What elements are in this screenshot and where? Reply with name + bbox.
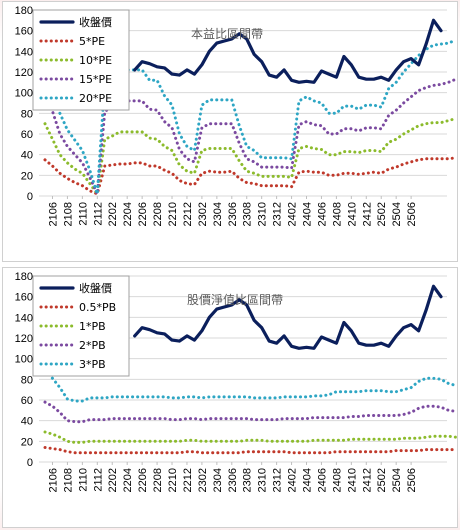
pe-band-chart-svg: 0 20 40 60 80 100 120 140 160 180 2106 2108 2110 2112… <box>15 5 458 226</box>
y-tick-label: 120 <box>15 67 33 79</box>
legend-label-0: 收盤價 <box>79 15 112 29</box>
x-tick-label: 2408 <box>331 202 343 226</box>
x-tick-label: 2204 <box>122 202 134 226</box>
x-tick-label: 2212 <box>182 468 194 492</box>
x-tick-label: 2312 <box>272 468 284 492</box>
x-tick-label: 2404 <box>302 468 314 492</box>
series-line-4 <box>43 369 458 403</box>
x-tick-label: 2206 <box>137 468 149 492</box>
x-tick-label: 2108 <box>62 202 74 226</box>
y-tick-label: 40 <box>21 150 33 162</box>
legend-label-1: 0.5*PB <box>79 301 116 314</box>
x-tick-label: 2306 <box>227 468 239 492</box>
y-tick-label: 140 <box>15 46 33 58</box>
legend-box <box>32 275 130 377</box>
x-tick-label: 2210 <box>167 468 179 492</box>
x-tick-label: 2202 <box>107 202 119 226</box>
x-tick-label: 2112 <box>92 202 104 226</box>
y-tick-label: 40 <box>21 416 33 428</box>
x-tick-label: 2406 <box>316 468 328 492</box>
x-tick-label: 2506 <box>406 202 418 226</box>
y-tick-label: 0 <box>27 191 33 203</box>
y-tick-label: 20 <box>21 436 33 448</box>
x-tick-label: 2202 <box>107 468 119 492</box>
x-tick-label: 2110 <box>77 468 89 492</box>
x-tick-label: 2506 <box>406 468 418 492</box>
x-tick-label: 2302 <box>197 202 209 226</box>
x-tick-label: 2210 <box>167 202 179 226</box>
pe-band-chart: 0 20 40 60 80 100 120 140 160 180 2106 2108 2110 2112… <box>2 1 458 262</box>
x-tick-label: 2404 <box>302 202 314 226</box>
x-tick-label: 2208 <box>152 468 164 492</box>
x-tick-label: 2504 <box>391 468 403 492</box>
x-tick-label: 2504 <box>391 202 403 226</box>
x-tick-label: 2308 <box>242 202 254 226</box>
legend-label-2: 10*PE <box>79 54 112 67</box>
x-tick-label: 2212 <box>182 202 194 226</box>
x-tick-label: 2406 <box>316 202 328 226</box>
legend-label-4: 20*PE <box>79 92 112 105</box>
series-line-3 <box>43 400 458 424</box>
y-tick-label: 160 <box>15 292 33 304</box>
chart-title: 股價淨值比區間帶 <box>187 292 283 307</box>
x-tick-label: 2206 <box>137 202 149 226</box>
x-tick-label: 2108 <box>62 468 74 492</box>
x-tick-label: 2410 <box>346 202 358 226</box>
y-tick-label: 60 <box>21 395 33 407</box>
legend-label-4: 3*PB <box>79 358 106 371</box>
y-tick-label: 0 <box>27 457 33 469</box>
y-tick-label: 80 <box>21 374 33 386</box>
legend-label-1: 5*PE <box>79 35 105 48</box>
x-tick-label: 2106 <box>47 468 59 492</box>
series-line-1 <box>43 156 458 196</box>
x-tick-label: 2304 <box>212 202 224 226</box>
pb-band-chart-svg: 0 20 40 60 80 100 120 140 160 180 2106 2108 2110 2112… <box>15 271 458 492</box>
y-tick-label: 160 <box>15 26 33 38</box>
y-tick-label: 20 <box>21 170 33 182</box>
legend-label-3: 2*PB <box>79 339 106 352</box>
pb-band-chart: 0 20 40 60 80 100 120 140 160 180 2106 2108 2110 2112… <box>2 267 458 528</box>
x-tick-label: 2402 <box>287 202 299 226</box>
x-tick-label: 2502 <box>376 202 388 226</box>
x-tick-label: 2306 <box>227 202 239 226</box>
x-tick-label: 2112 <box>92 468 104 492</box>
x-tick-label: 2408 <box>331 468 343 492</box>
x-tick-label: 2402 <box>287 468 299 492</box>
x-tick-label: 2310 <box>257 468 269 492</box>
legend-label-3: 15*PE <box>79 73 112 86</box>
y-tick-label: 180 <box>15 5 33 17</box>
legend-box <box>32 9 130 111</box>
x-tick-label: 2302 <box>197 468 209 492</box>
x-tick-label: 2106 <box>47 202 59 226</box>
x-tick-label: 2110 <box>77 202 89 226</box>
x-tick-label: 2312 <box>272 202 284 226</box>
y-tick-label: 100 <box>15 354 33 366</box>
legend-label-2: 1*PB <box>79 320 106 333</box>
x-tick-label: 2310 <box>257 202 269 226</box>
series-line-0 <box>133 284 443 350</box>
y-tick-label: 140 <box>15 312 33 324</box>
x-tick-label: 2502 <box>376 468 388 492</box>
y-tick-label: 120 <box>15 333 33 345</box>
y-tick-label: 60 <box>21 129 33 141</box>
x-tick-label: 2208 <box>152 202 164 226</box>
x-tick-label: 2304 <box>212 468 224 492</box>
series-line-2 <box>43 117 458 196</box>
series-line-4 <box>58 38 458 196</box>
legend-label-0: 收盤價 <box>79 281 112 295</box>
series-line-1 <box>43 446 458 455</box>
x-tick-label: 2308 <box>242 468 254 492</box>
y-tick-label: 180 <box>15 271 33 283</box>
chart-title: 本益比區間帶 <box>191 27 263 41</box>
y-tick-label: 80 <box>21 108 33 120</box>
series-line-2 <box>43 430 458 444</box>
x-tick-label: 2410 <box>346 468 358 492</box>
x-tick-label: 2204 <box>122 468 134 492</box>
x-tick-label: 2412 <box>361 468 373 492</box>
series-line-0 <box>133 18 443 84</box>
x-tick-label: 2412 <box>361 202 373 226</box>
y-tick-label: 100 <box>15 88 33 100</box>
